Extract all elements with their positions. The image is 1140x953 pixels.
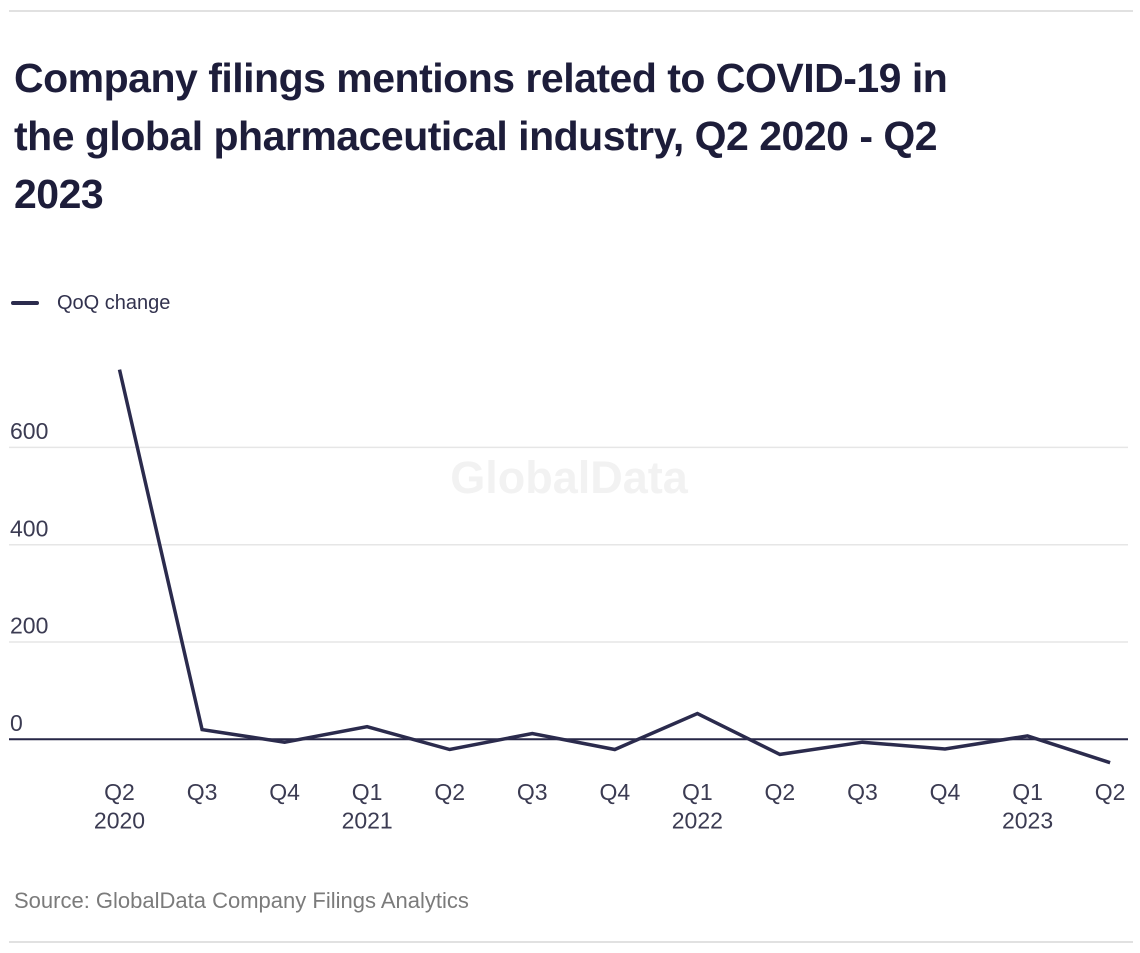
x-axis-quarter-label-3: Q1 (352, 779, 383, 805)
x-axis-quarter-label-12: Q2 (1095, 779, 1126, 805)
x-axis-quarter-label-1: Q3 (187, 779, 218, 805)
x-axis-year-label-2021: 2021 (342, 808, 393, 834)
legend: QoQ change (11, 292, 170, 314)
chart-title-line-2: the global pharmaceutical industry, Q2 2… (14, 113, 938, 159)
x-axis-year-label-2020: 2020 (94, 808, 145, 834)
chart-title: Company filings mentions related to COVI… (14, 49, 1094, 223)
x-axis-quarter-label-0: Q2 (104, 779, 135, 805)
qoq-change-series-line (117, 369, 1111, 765)
x-axis-quarter-label-10: Q4 (930, 779, 961, 805)
x-axis-year-label-2022: 2022 (672, 808, 723, 834)
watermark-text: GlobalData (450, 452, 689, 503)
x-axis-quarter-label-9: Q3 (847, 779, 878, 805)
x-axis-quarter-label-7: Q1 (682, 779, 713, 805)
legend-line-swatch (11, 301, 39, 305)
y-axis-label-600: 600 (10, 418, 48, 444)
y-axis-label-400: 400 (10, 515, 48, 541)
x-axis-quarter-label-4: Q2 (434, 779, 465, 805)
source-caption: Source: GlobalData Company Filings Analy… (14, 888, 469, 913)
x-axis-quarter-label-6: Q4 (599, 779, 630, 805)
chart-title-line-3: 2023 (14, 171, 104, 217)
x-axis-year-label-2023: 2023 (1002, 808, 1053, 834)
legend-label: QoQ change (57, 291, 171, 314)
top-divider (9, 10, 1133, 12)
x-axis-quarter-label-5: Q3 (517, 779, 548, 805)
y-axis-label-200: 200 (10, 613, 48, 639)
x-axis-quarter-label-11: Q1 (1012, 779, 1043, 805)
bottom-divider (9, 941, 1133, 943)
x-axis-quarter-label-2: Q4 (269, 779, 300, 805)
chart-title-line-1: Company filings mentions related to COVI… (14, 55, 948, 101)
x-axis-quarter-label-8: Q2 (765, 779, 796, 805)
y-axis-label-0: 0 (10, 710, 23, 736)
